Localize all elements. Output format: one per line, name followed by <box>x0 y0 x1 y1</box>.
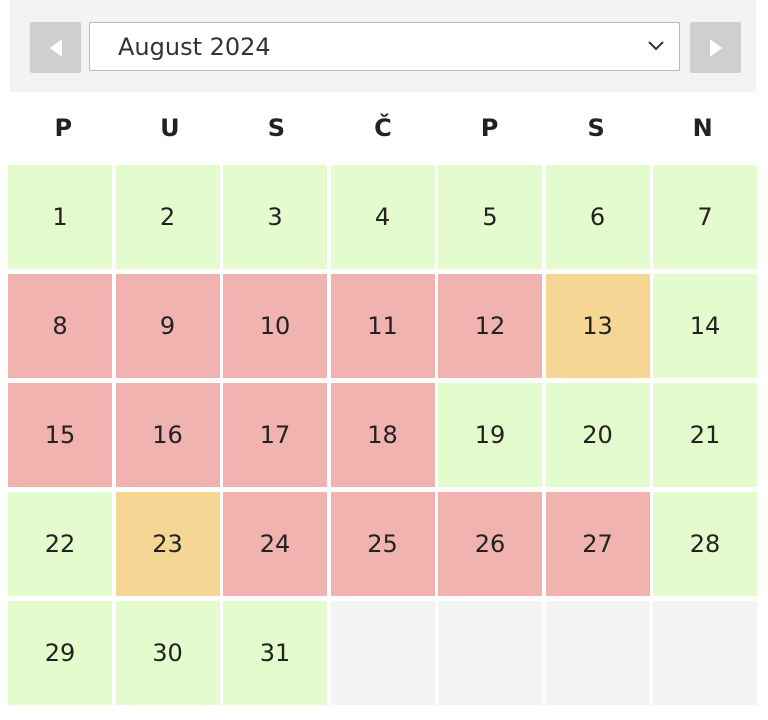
calendar-day-free[interactable]: 5 <box>438 165 542 269</box>
calendar-day-booked[interactable]: 17 <box>223 383 327 487</box>
triangle-left-icon <box>49 38 62 57</box>
calendar-day-free[interactable]: 4 <box>330 165 435 269</box>
calendar-day-free[interactable]: 28 <box>653 492 757 596</box>
calendar-day-booked[interactable]: 27 <box>545 492 650 596</box>
calendar-day-booked[interactable]: 11 <box>330 274 435 378</box>
prev-month-button[interactable] <box>30 22 81 73</box>
calendar-day-partial[interactable]: 13 <box>545 274 650 378</box>
month-select[interactable]: August 2024 <box>89 22 680 71</box>
calendar-day-free[interactable]: 20 <box>545 383 650 487</box>
calendar-day-booked[interactable]: 16 <box>115 383 220 487</box>
weekday-sunday: N <box>692 114 713 142</box>
weekday-friday: P <box>480 114 499 142</box>
calendar-day-free[interactable]: 6 <box>545 165 650 269</box>
calendar-day-free[interactable]: 31 <box>223 601 327 705</box>
calendar-day-partial[interactable]: 23 <box>115 492 220 596</box>
calendar-day-booked[interactable]: 24 <box>223 492 327 596</box>
weekday-saturday: S <box>587 114 605 142</box>
weekday-monday: P <box>54 114 73 142</box>
calendar-day-free[interactable]: 29 <box>8 601 112 705</box>
weekday-tuesday: U <box>160 114 180 142</box>
calendar-empty-cell <box>653 601 757 705</box>
calendar-empty-cell <box>330 601 435 705</box>
calendar-day-free[interactable]: 19 <box>438 383 542 487</box>
calendar-day-free[interactable]: 22 <box>8 492 112 596</box>
triangle-right-icon <box>709 38 722 57</box>
calendar-day-free[interactable]: 7 <box>653 165 757 269</box>
calendar-day-free[interactable]: 14 <box>653 274 757 378</box>
weekday-wednesday: S <box>267 114 286 142</box>
calendar-day-free[interactable]: 2 <box>115 165 220 269</box>
weekday-header-row: P U S Č P S N <box>10 92 756 164</box>
calendar-empty-cell <box>545 601 650 705</box>
calendar-header: August 2024 <box>10 0 756 92</box>
calendar-day-booked[interactable]: 18 <box>330 383 435 487</box>
calendar-day-booked[interactable]: 8 <box>8 274 112 378</box>
weekday-thursday: Č <box>374 114 392 142</box>
calendar-day-booked[interactable]: 10 <box>223 274 327 378</box>
calendar-empty-cell <box>438 601 542 705</box>
chevron-down-icon <box>648 41 664 51</box>
month-select-value: August 2024 <box>118 32 271 61</box>
calendar-day-booked[interactable]: 26 <box>438 492 542 596</box>
next-month-button[interactable] <box>690 22 741 73</box>
calendar-day-booked[interactable]: 25 <box>330 492 435 596</box>
calendar-day-free[interactable]: 30 <box>115 601 220 705</box>
calendar-day-booked[interactable]: 12 <box>438 274 542 378</box>
calendar-day-free[interactable]: 3 <box>223 165 327 269</box>
calendar-day-booked[interactable]: 9 <box>115 274 220 378</box>
calendar-day-free[interactable]: 1 <box>8 165 112 269</box>
calendar-day-booked[interactable]: 15 <box>8 383 112 487</box>
calendar-day-grid: 1 2 3 4 5 6 7 8 9 10 11 12 13 14 15 16 17 18 19 20 21 22 23 24 2… <box>8 165 757 705</box>
calendar-day-free[interactable]: 21 <box>653 383 757 487</box>
